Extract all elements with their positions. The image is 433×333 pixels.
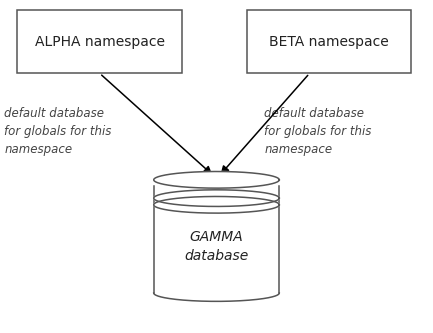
Polygon shape [154,171,279,188]
Text: default database
for globals for this
namespace: default database for globals for this na… [4,107,112,156]
Text: ALPHA namespace: ALPHA namespace [35,35,165,49]
Polygon shape [154,190,279,206]
Text: default database
for globals for this
namespace: default database for globals for this na… [264,107,372,156]
Bar [17,10,182,73]
Polygon shape [154,196,279,213]
Bar [154,186,279,293]
Text: BETA namespace: BETA namespace [269,35,389,49]
Text: GAMMA
database: GAMMA database [184,230,249,263]
Bar [247,10,411,73]
